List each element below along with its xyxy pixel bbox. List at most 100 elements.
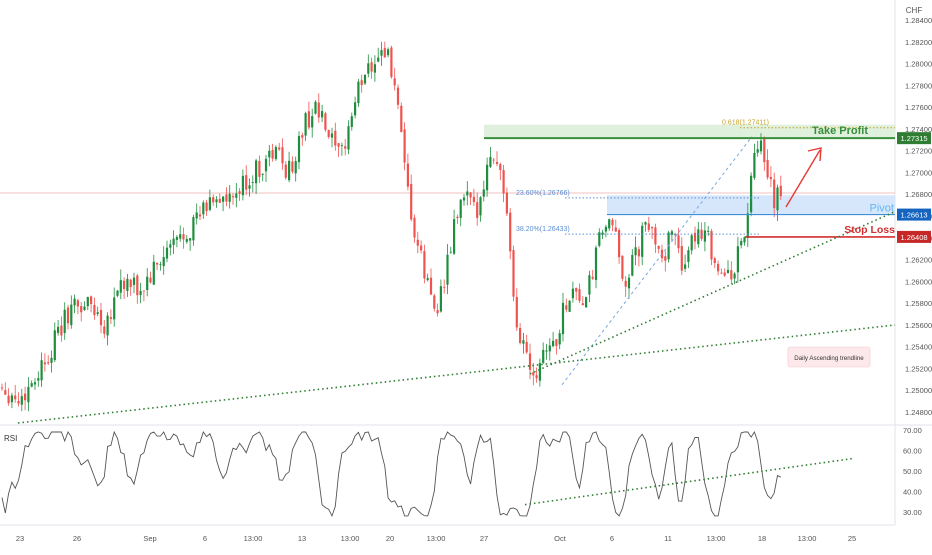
price-tick-label: 1.25000 — [905, 386, 932, 395]
candle-body — [268, 150, 271, 158]
time-tick-label: 6 — [203, 534, 207, 543]
candle-body — [119, 280, 122, 293]
candle-body — [443, 286, 446, 288]
rsi-tick-label: 70.00 — [903, 426, 922, 435]
candle-body — [720, 272, 723, 274]
time-tick-label: 13 — [298, 534, 306, 543]
candle-body — [132, 277, 136, 285]
candle-body — [512, 250, 515, 297]
candle-body — [462, 197, 466, 201]
candle-body — [179, 234, 182, 239]
candle-body — [578, 289, 581, 301]
candle-body — [469, 192, 472, 198]
candle-body — [585, 297, 588, 308]
price-tick-label: 1.27400 — [905, 125, 932, 134]
candle-body — [314, 101, 317, 114]
candle-body — [654, 227, 657, 245]
rsi-panel — [1, 430, 853, 518]
time-tick-label: Oct — [554, 534, 567, 543]
candle-body — [693, 232, 697, 242]
candle-body — [159, 264, 162, 266]
price-tick-label: 1.26200 — [905, 256, 932, 265]
fib-diagonal — [561, 136, 753, 386]
price-tick-label: 1.25600 — [905, 321, 932, 330]
candle-body — [60, 325, 63, 336]
candle-body — [317, 102, 320, 118]
candle-body — [571, 288, 574, 299]
candle-body — [515, 296, 518, 328]
candle-body — [357, 81, 360, 104]
candle-body — [759, 140, 763, 152]
stop-loss-label: Stop Loss — [844, 224, 895, 236]
candle-body — [109, 317, 112, 319]
candle-body — [103, 326, 106, 334]
candle-body — [367, 63, 370, 74]
candle-body — [730, 270, 733, 280]
candle-body — [271, 150, 274, 159]
candle-body — [746, 213, 749, 238]
candle-body — [70, 304, 73, 326]
candle-body — [363, 74, 367, 84]
candle-body — [439, 286, 442, 312]
candle-body — [340, 145, 343, 146]
candle-body — [43, 362, 46, 365]
candle-body — [420, 245, 423, 251]
candle-body — [278, 147, 281, 150]
candle-body — [538, 363, 541, 381]
time-tick-label: 11 — [664, 534, 672, 543]
candle-body — [288, 160, 291, 181]
candle-body — [235, 193, 238, 198]
candle-body — [502, 170, 505, 194]
candle-body — [4, 390, 7, 395]
candle-body — [20, 396, 23, 405]
candle-body — [753, 152, 756, 178]
candle-body — [248, 185, 251, 189]
candle-body — [218, 198, 221, 203]
candle-body — [334, 130, 337, 146]
candle-body — [594, 247, 598, 281]
candle-body — [561, 302, 565, 335]
candle-body — [222, 196, 225, 202]
candle-body — [192, 217, 195, 241]
candle-body — [208, 197, 211, 210]
candle-body — [307, 111, 310, 128]
candle-body — [380, 50, 383, 56]
candle-body — [241, 175, 244, 196]
time-tick-label: Sep — [143, 534, 156, 543]
candle-body — [66, 307, 70, 324]
candle-body — [106, 315, 109, 336]
candle-body — [634, 247, 637, 256]
candle-body — [717, 263, 720, 272]
candle-body — [245, 175, 248, 190]
candle-body — [212, 197, 215, 203]
candle-body — [354, 102, 357, 116]
candle-body — [687, 250, 690, 263]
price-tick-label: 1.24800 — [905, 408, 932, 417]
price-badge-take-profit — [897, 132, 931, 145]
price-tick-label: 1.27800 — [905, 81, 932, 90]
candle-body — [472, 196, 475, 203]
candle-body — [489, 157, 492, 167]
candle-body — [129, 279, 132, 288]
candle-body — [24, 393, 27, 401]
price-tick-label: 1.27200 — [905, 147, 932, 156]
arrow-head — [807, 147, 822, 162]
candle-body — [456, 216, 459, 219]
candle-body — [548, 345, 551, 352]
candle-body — [713, 258, 716, 264]
candle-body — [202, 202, 205, 215]
candle-body — [324, 113, 327, 130]
candle-body — [175, 236, 178, 240]
candle-body — [677, 235, 680, 249]
candle-body — [205, 202, 208, 212]
candle-body — [281, 147, 284, 164]
candle-body — [495, 161, 499, 164]
take-profit-label: Take Profit — [812, 125, 868, 137]
fib-382-label: 38.20%(1.26433) — [516, 226, 570, 233]
candle-body — [83, 306, 86, 310]
candle-body — [631, 254, 634, 276]
candle-body — [532, 372, 535, 376]
candle-body — [373, 64, 376, 73]
